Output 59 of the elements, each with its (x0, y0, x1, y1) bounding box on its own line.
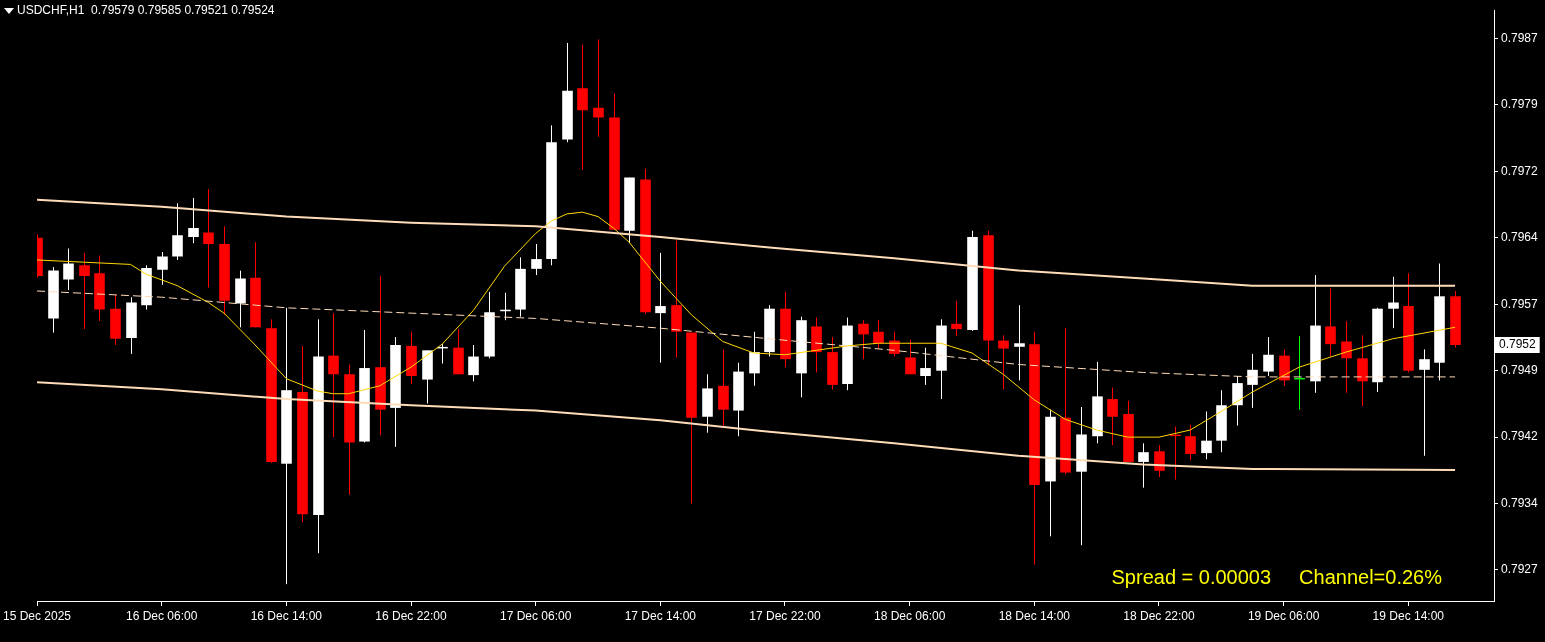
candlestick (1138, 442, 1149, 489)
candlestick (873, 319, 884, 350)
y-tick-label: 0.7972 (1501, 163, 1539, 178)
y-tick-label: 0.7927 (1501, 562, 1539, 577)
candlestick (858, 319, 869, 360)
y-tick-label: 0.7987 (1501, 30, 1539, 45)
candlestick (1419, 348, 1430, 457)
x-tick-label: 18 Dec 22:00 (1123, 608, 1195, 623)
candlestick (328, 312, 339, 438)
candlestick (1154, 444, 1165, 478)
candlestick (1388, 276, 1399, 329)
x-tick-label: 17 Dec 06:00 (499, 608, 572, 623)
annotation: Spread = 0.00003 (1111, 566, 1272, 588)
text: 0.7952 (1499, 337, 1537, 352)
candlestick (1357, 334, 1368, 407)
candlestick (1107, 387, 1118, 446)
annotation: Channel=0.26% (1299, 566, 1443, 588)
candlestick (577, 44, 588, 171)
candlestick (157, 251, 168, 286)
y-tick-label: 0.7949 (1501, 363, 1539, 378)
x-tick-label: 16 Dec 06:00 (125, 608, 198, 623)
candlestick (655, 252, 666, 364)
x-tick-label: 18 Dec 06:00 (873, 608, 946, 623)
y-tick-label: 0.7964 (1501, 230, 1539, 245)
candlestick (63, 247, 74, 291)
candlestick (531, 243, 542, 276)
candlestick (172, 202, 183, 261)
chart-title: USDCHF,H1 0.79579 0.79585 0.79521 0.79524 (17, 3, 275, 18)
x-tick-label: 16 Dec 14:00 (250, 608, 323, 623)
x-tick-label: 19 Dec 14:00 (1372, 608, 1445, 623)
candlestick (718, 348, 729, 427)
candlestick (951, 300, 962, 337)
candlestick (1325, 287, 1336, 358)
candlestick (1232, 375, 1243, 427)
candlestick (1185, 424, 1196, 461)
x-tick-label: 17 Dec 14:00 (624, 608, 697, 623)
candlestick (593, 38, 604, 138)
y-tick-label: 0.7957 (1501, 296, 1539, 311)
candlestick (1247, 353, 1258, 409)
candlestick (920, 347, 931, 386)
candlestick (188, 197, 199, 244)
candlestick (79, 252, 90, 330)
candlestick (1341, 320, 1352, 394)
x-tick-label: 17 Dec 22:00 (749, 608, 822, 623)
candlestick (1014, 304, 1025, 381)
y-tick-label: 0.7979 (1501, 97, 1539, 112)
candlestick (203, 188, 214, 288)
x-tick-label: 19 Dec 06:00 (1247, 608, 1320, 623)
candlestick (1263, 336, 1274, 377)
x-tick-label: 16 Dec 22:00 (375, 608, 448, 623)
y-tick-label: 0.7934 (1501, 495, 1539, 510)
candlestick (905, 339, 916, 375)
candlestick (998, 334, 1009, 390)
candlestick (468, 344, 479, 382)
candlestick (1201, 410, 1212, 460)
x-tick-label: 18 Dec 14:00 (998, 608, 1071, 623)
candlestick (749, 331, 760, 387)
y-tick-label: 0.7942 (1501, 429, 1539, 444)
x-tick-label: 15 Dec 2025 (2, 608, 72, 623)
